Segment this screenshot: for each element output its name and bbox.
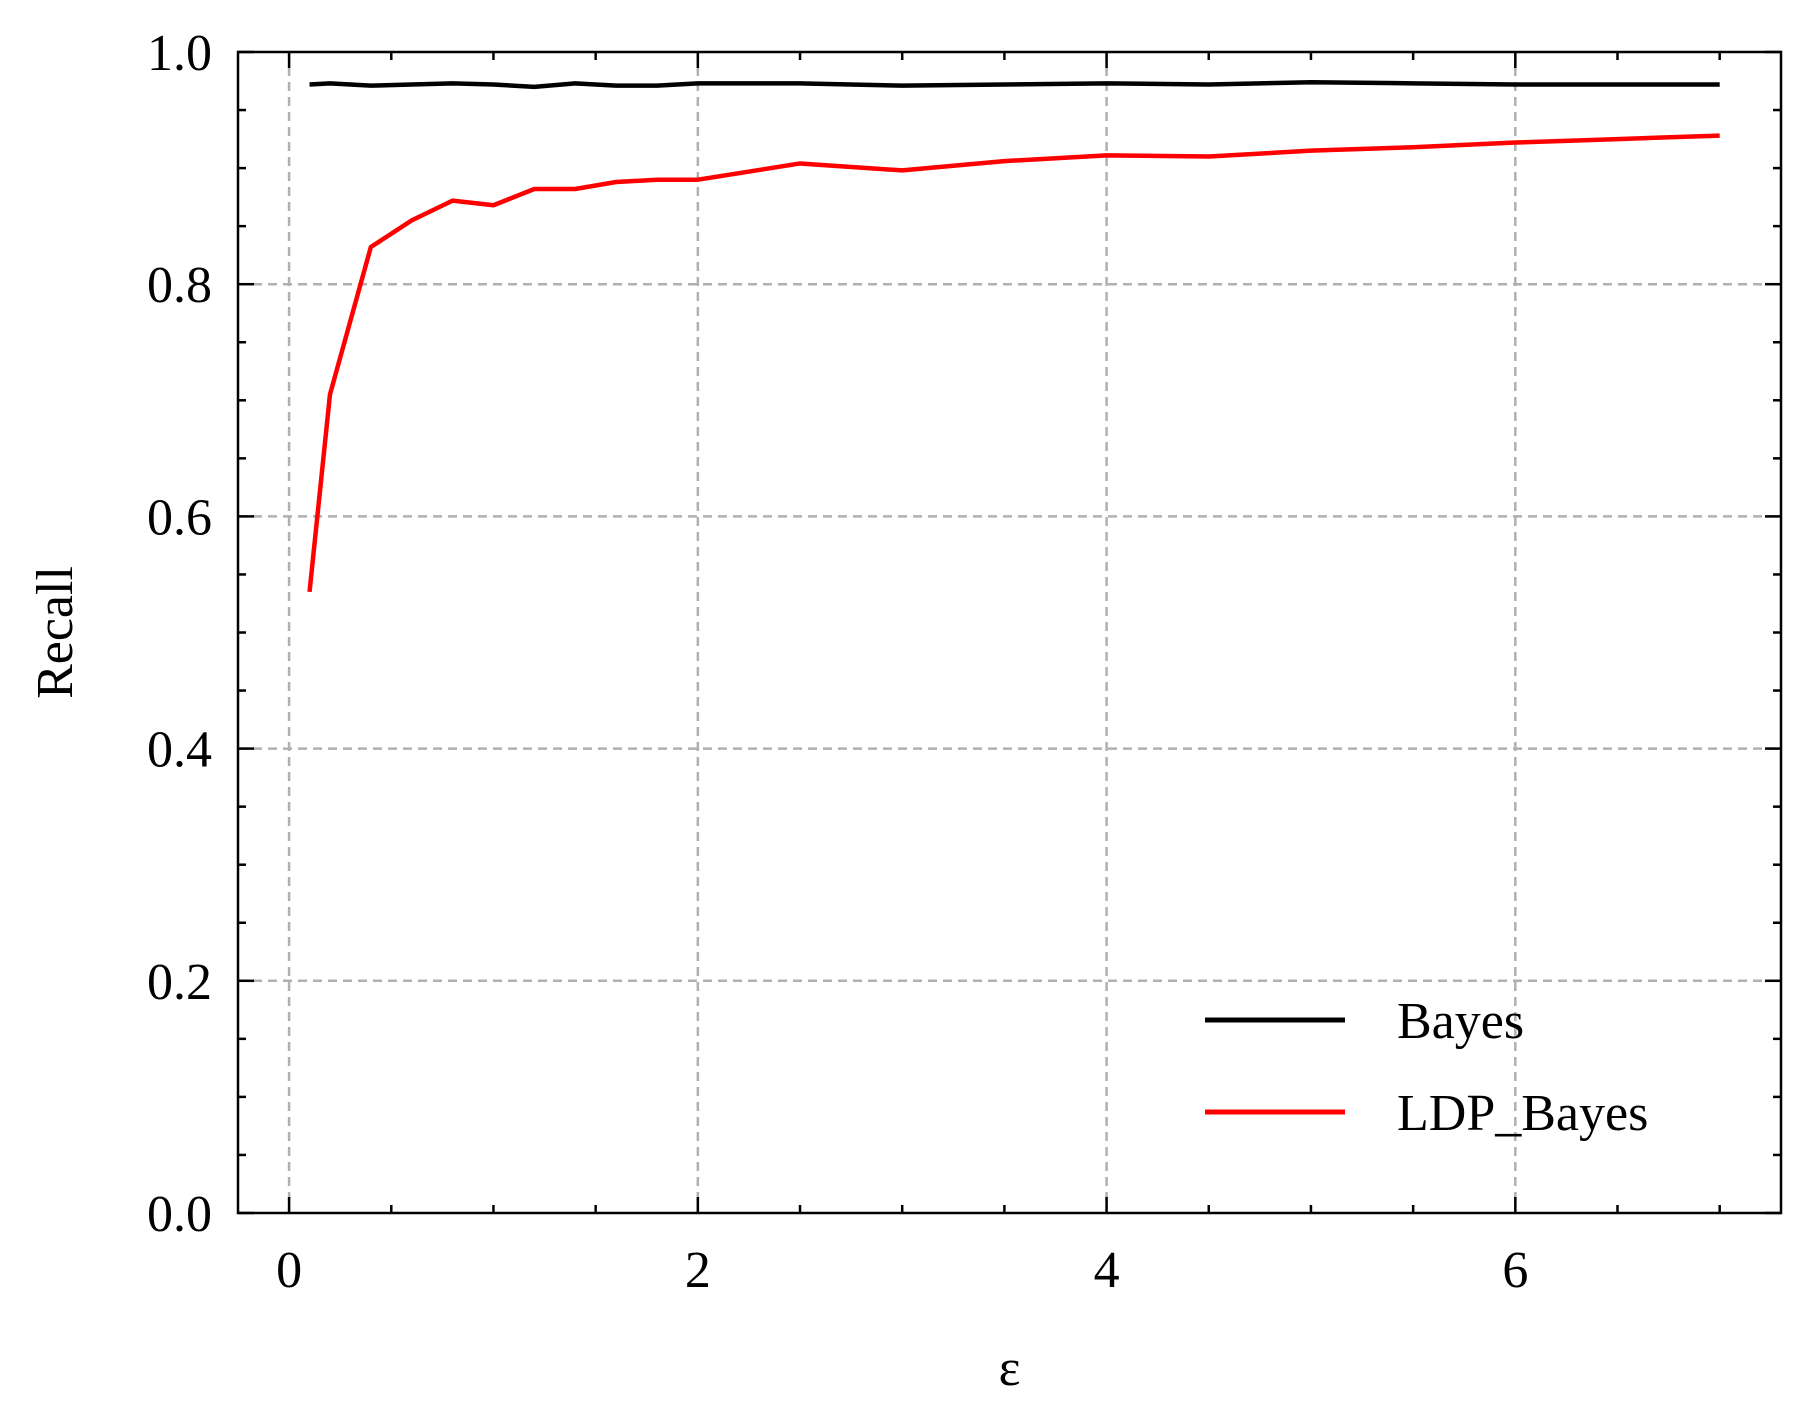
y-tick-label: 0.0 <box>147 1186 212 1243</box>
y-axis-label: Recall <box>27 566 84 699</box>
axis-ticks <box>238 50 1781 1215</box>
y-tick-label: 1.0 <box>147 25 212 82</box>
x-tick-label: 0 <box>276 1242 302 1299</box>
x-axis-label: ε <box>999 1340 1021 1397</box>
legend: Bayes LDP_Bayes <box>1205 993 1648 1142</box>
x-tick-label: 6 <box>1502 1242 1528 1299</box>
plot-frame <box>236 50 1783 1215</box>
x-tick-label: 2 <box>685 1242 711 1299</box>
y-tick-label: 0.4 <box>147 722 212 779</box>
x-tick-label: 4 <box>1094 1242 1120 1299</box>
legend-label-bayes: Bayes <box>1397 993 1524 1050</box>
series-line-ldp-bayes <box>307 133 1720 593</box>
y-tick-label: 0.6 <box>147 489 212 546</box>
grid-lines <box>238 52 1781 1213</box>
legend-label-ldp-bayes: LDP_Bayes <box>1397 1085 1648 1142</box>
series-lines <box>307 79 1720 593</box>
series-line-bayes <box>309 79 1720 90</box>
y-tick-label: 0.2 <box>147 954 212 1011</box>
tick-labels: 0 2 4 6 0.0 0.2 0.4 0.6 0.8 1.0 <box>147 25 1528 1299</box>
y-tick-label: 0.8 <box>147 257 212 314</box>
